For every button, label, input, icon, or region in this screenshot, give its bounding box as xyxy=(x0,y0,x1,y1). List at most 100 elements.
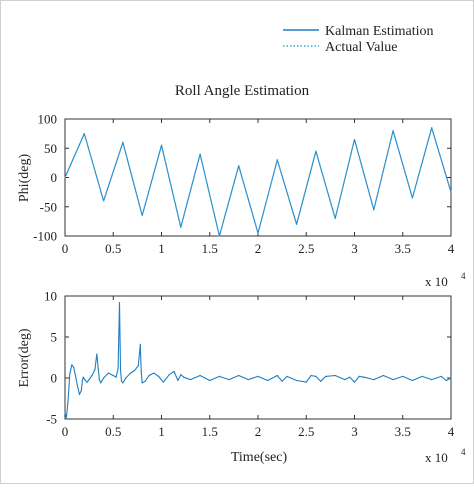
data-point xyxy=(119,369,122,371)
x-axis-label-time: Time(sec) xyxy=(231,450,288,465)
data-point xyxy=(310,374,312,377)
data-point xyxy=(228,379,230,381)
x-exponent-power-top: 4 xyxy=(461,271,466,281)
data-point xyxy=(281,380,283,382)
data-point xyxy=(276,159,278,161)
data-point xyxy=(140,370,142,372)
y-tick-label: -100 xyxy=(33,229,57,244)
data-point xyxy=(257,232,259,234)
data-point xyxy=(82,376,84,378)
x-tick-label: 1 xyxy=(158,241,165,256)
data-point xyxy=(103,200,105,202)
data-point xyxy=(445,379,447,382)
data-point xyxy=(141,382,143,384)
data-point xyxy=(64,411,66,413)
x-tick-label: 2 xyxy=(255,241,262,256)
y-tick-label: 100 xyxy=(38,112,58,127)
data-point xyxy=(83,133,85,135)
data-point xyxy=(65,416,67,418)
x-tick-label: 1 xyxy=(158,424,165,439)
x-tick-label: 2.5 xyxy=(298,424,314,439)
y-tick-label: 0 xyxy=(51,371,58,386)
x-tick-label: 3.5 xyxy=(395,241,411,256)
data-point xyxy=(162,381,164,383)
x-tick-label: 4 xyxy=(448,424,455,439)
data-point xyxy=(180,374,182,376)
x-exponent-power-bottom: 4 xyxy=(461,447,466,457)
x-exponent-label-top: x 10 xyxy=(425,274,448,289)
data-point xyxy=(137,365,139,367)
data-point xyxy=(91,374,93,377)
y-tick-label: -5 xyxy=(46,412,57,427)
data-point xyxy=(98,379,100,381)
data-point xyxy=(141,214,143,217)
data-point xyxy=(88,379,90,381)
data-point xyxy=(238,165,240,167)
data-point xyxy=(96,353,98,355)
error-plot: 0 0.5 1 1.5 2 2.5 3 3.5 4 -5 0 5 10 xyxy=(44,289,455,440)
data-point xyxy=(363,376,365,378)
data-point xyxy=(421,375,423,377)
data-point xyxy=(305,381,307,383)
data-point xyxy=(160,144,163,146)
data-point xyxy=(218,375,220,377)
data-point xyxy=(325,375,327,377)
data-point xyxy=(238,374,240,377)
data-point xyxy=(69,373,71,375)
x-tick-label: 0 xyxy=(62,424,69,439)
data-point xyxy=(80,389,82,391)
y-axis-label-phi: Phi(deg) xyxy=(17,154,32,203)
x-exponent-label-bottom: x 10 xyxy=(425,450,448,465)
data-point xyxy=(353,138,356,141)
data-point xyxy=(130,372,132,374)
data-point xyxy=(199,153,201,155)
data-point xyxy=(431,127,433,129)
data-point xyxy=(84,379,86,382)
data-point xyxy=(133,370,136,372)
data-point xyxy=(334,374,336,377)
legend: Kalman Estimation Actual Value xyxy=(283,24,433,55)
data-point xyxy=(440,375,442,377)
data-point xyxy=(402,375,404,377)
data-point xyxy=(103,377,105,379)
data-point xyxy=(173,370,175,372)
data-point xyxy=(71,364,73,366)
data-point xyxy=(358,375,360,377)
y-tick-label: -50 xyxy=(40,199,57,214)
data-point xyxy=(209,379,211,382)
data-point xyxy=(392,379,394,381)
y-tick-label: 10 xyxy=(44,289,57,304)
data-point xyxy=(349,376,351,378)
data-point xyxy=(118,302,121,304)
data-point xyxy=(450,191,452,193)
x-tick-label: 0.5 xyxy=(105,241,121,256)
data-point xyxy=(94,369,96,371)
data-point xyxy=(320,380,322,382)
x-tick-label: 1.5 xyxy=(202,241,218,256)
x-tick-label: 2.5 xyxy=(298,241,314,256)
data-point xyxy=(218,235,220,237)
data-point xyxy=(168,374,170,376)
data-point xyxy=(139,343,141,345)
data-point xyxy=(78,393,81,395)
data-point xyxy=(183,376,185,378)
data-point xyxy=(296,379,298,382)
data-point xyxy=(177,379,179,382)
legend-label-actual: Actual Value xyxy=(325,40,397,55)
data-point xyxy=(382,374,384,377)
x-tick-label: 3.5 xyxy=(395,424,411,439)
x-tick-label: 3 xyxy=(351,241,358,256)
data-point xyxy=(180,226,182,228)
data-point xyxy=(315,150,317,152)
y-tick-label: 0 xyxy=(51,170,58,185)
x-tick-label: 2 xyxy=(255,424,262,439)
x-tick-label: 3 xyxy=(351,424,358,439)
data-point xyxy=(97,368,99,370)
data-point xyxy=(431,379,433,381)
x-tick-label: 4 xyxy=(448,241,455,256)
data-point xyxy=(286,375,288,377)
data-point xyxy=(117,367,119,369)
data-point xyxy=(344,379,346,381)
data-point xyxy=(125,377,127,379)
